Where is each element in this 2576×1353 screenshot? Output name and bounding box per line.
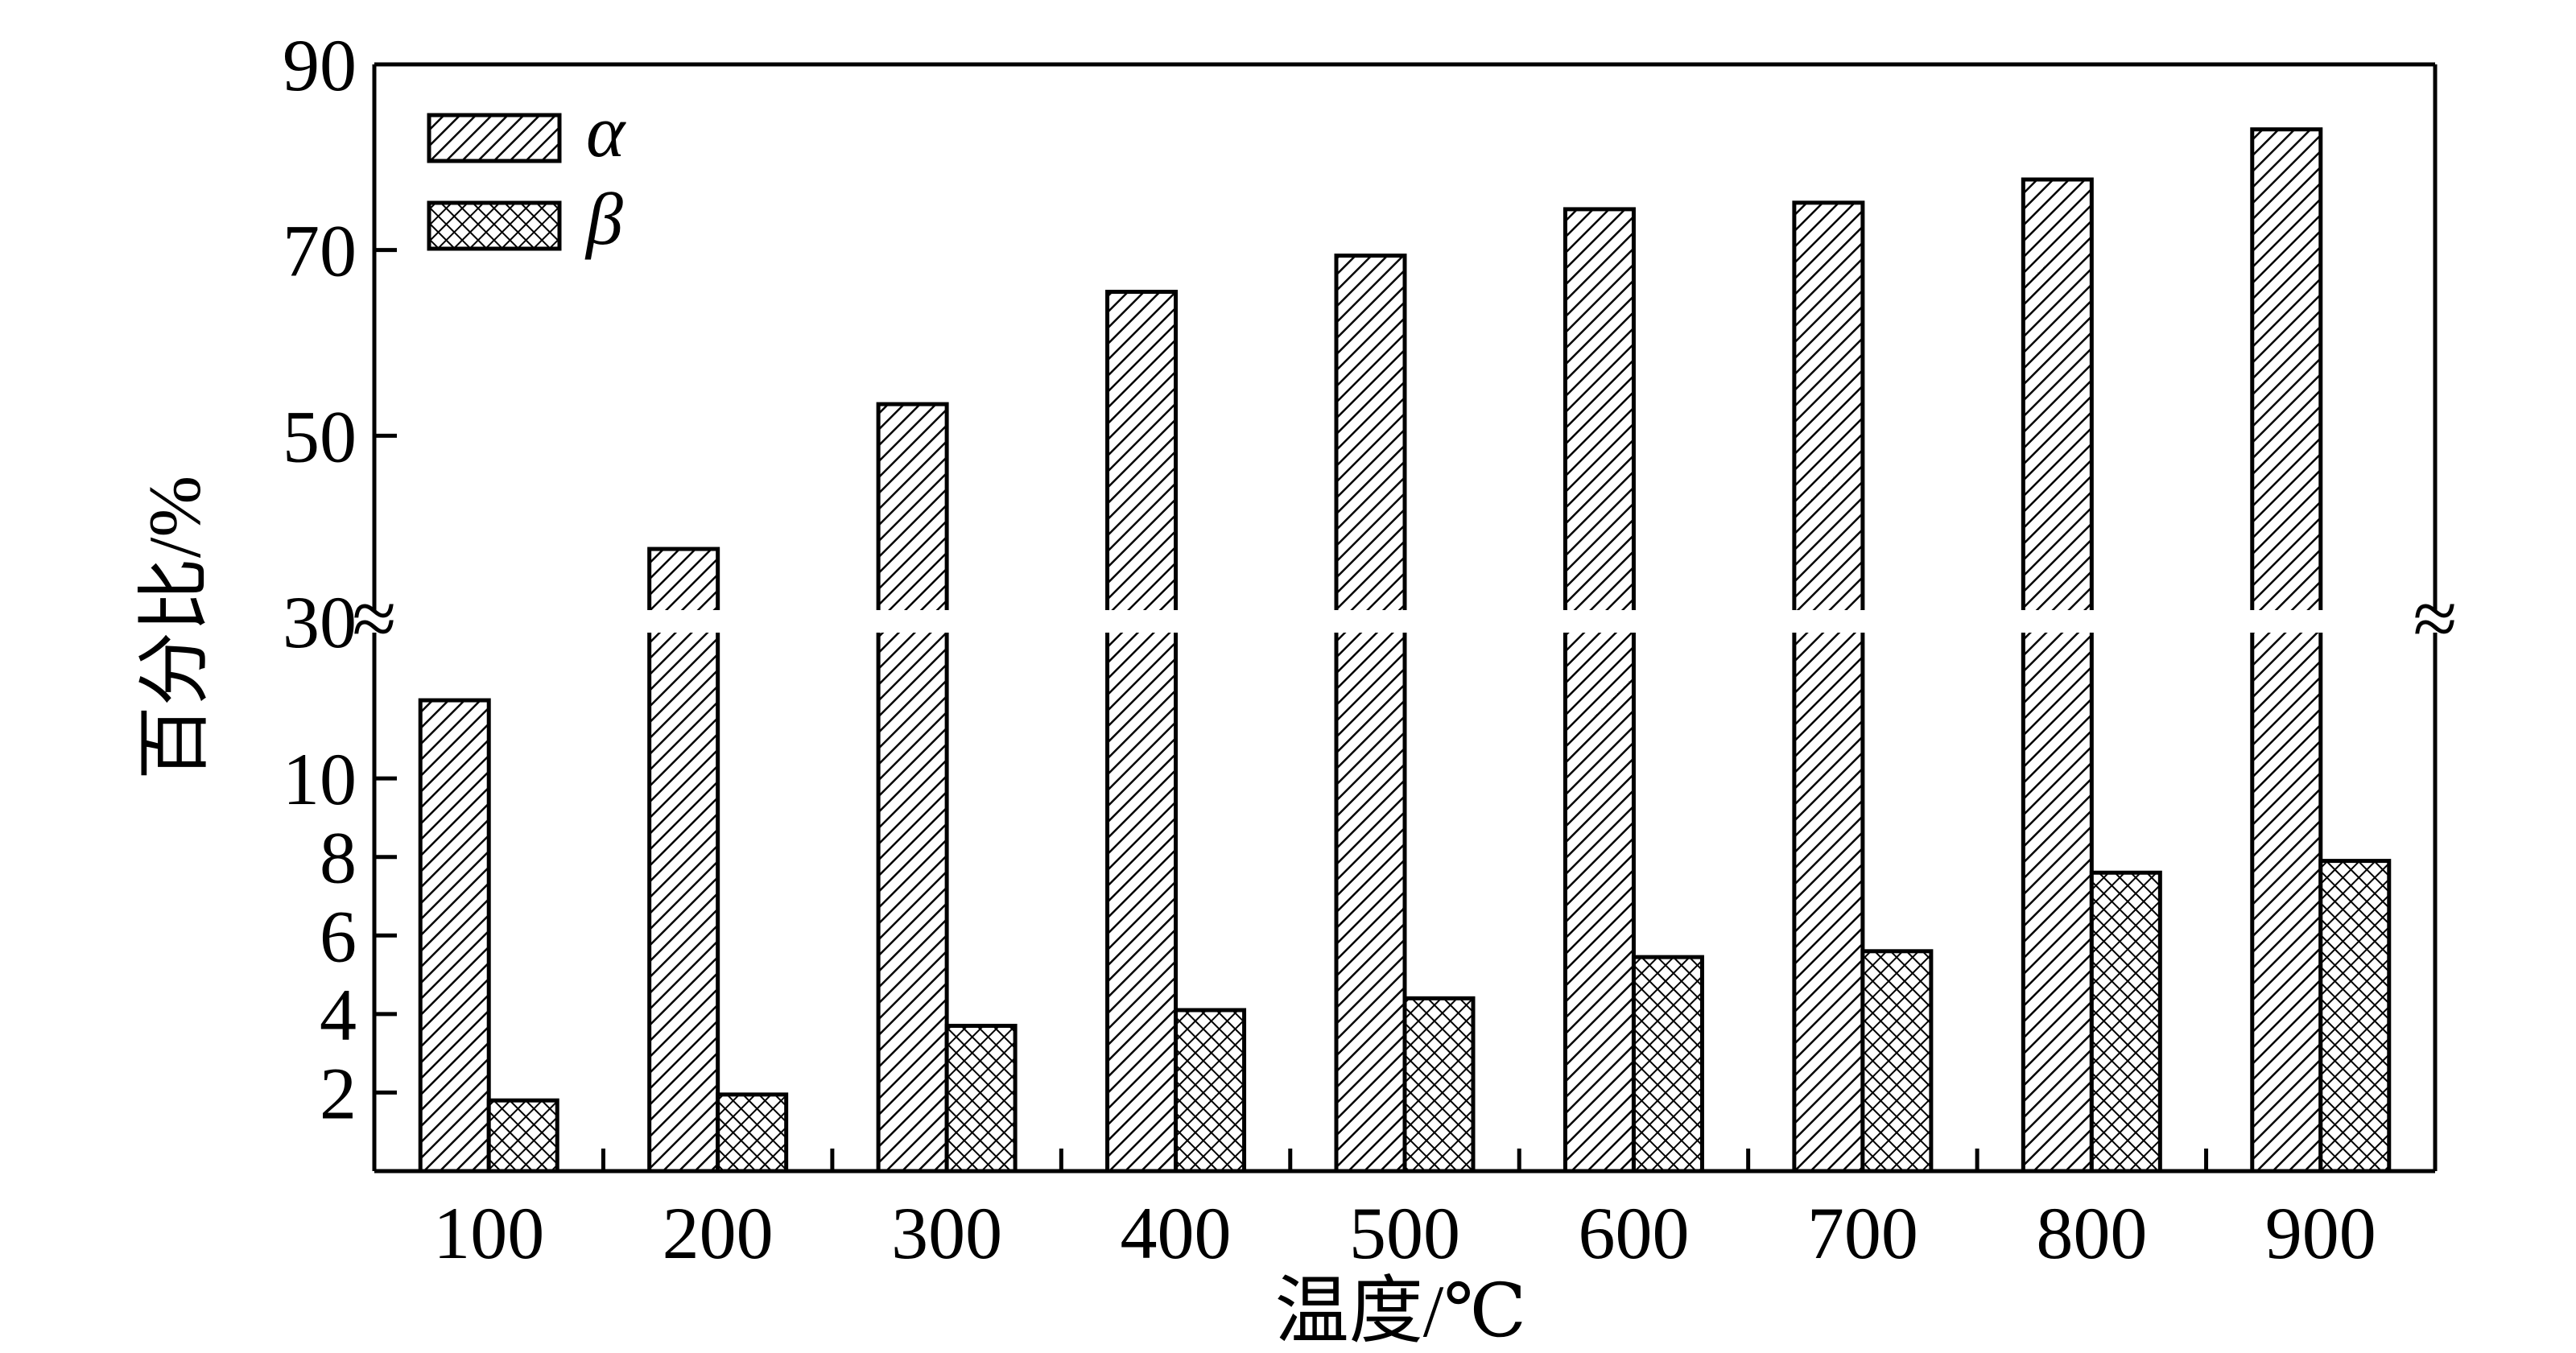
bar-beta-600 <box>1631 955 1704 1174</box>
bar-break-gap <box>1790 610 1866 633</box>
x-tick-label: 200 <box>663 1192 774 1274</box>
bar-alpha-700 <box>1792 200 1865 1174</box>
bar-break-gap <box>2020 610 2095 633</box>
y-axis-title: 百分比/% <box>134 476 216 780</box>
legend-label-alpha: α <box>586 90 626 172</box>
y-tick-label-upper: 90 <box>283 24 357 106</box>
bar-alpha-400 <box>1105 290 1179 1174</box>
bars-group <box>417 127 2392 1174</box>
axes-group: ≈ ≈ <box>353 62 2458 1174</box>
bar-break-gap <box>646 610 721 633</box>
bar-break-gap <box>417 610 493 633</box>
bar-alpha-300 <box>876 402 949 1174</box>
y-tick-label-lower: 8 <box>320 817 357 899</box>
x-tick-label: 300 <box>891 1192 1002 1274</box>
bar-beta-500 <box>1402 996 1476 1174</box>
y-tick-label-lower: 10 <box>283 738 357 820</box>
bar-beta-800 <box>2089 870 2162 1174</box>
bar-break-gap <box>1104 610 1179 633</box>
bar-beta-400 <box>1174 1008 1247 1174</box>
bar-alpha-800 <box>2021 177 2094 1174</box>
bar-alpha-500 <box>1334 254 1407 1174</box>
legend-label-beta: β <box>584 178 623 260</box>
y-tick-label-lower: 4 <box>320 974 357 1056</box>
bar-alpha-900 <box>2250 127 2323 1174</box>
y-tick-label-lower: 2 <box>320 1052 357 1134</box>
y-axis-break-right: ≈ <box>2413 574 2458 663</box>
y-tick-label-upper: 70 <box>283 210 357 292</box>
bar-alpha-600 <box>1563 207 1636 1174</box>
x-tick-label: 100 <box>433 1192 544 1274</box>
bar-beta-700 <box>1860 949 1934 1174</box>
x-tick-label: 400 <box>1121 1192 1232 1274</box>
y-tick-label-upper: 50 <box>283 395 357 477</box>
bar-alpha-200 <box>647 547 720 1174</box>
x-ticks-group: 100 200 300 400 500 600 700 800 900 <box>433 1149 2376 1274</box>
y-tick-label-upper: 30 <box>283 581 357 663</box>
legend-swatch-beta <box>427 200 562 251</box>
y-axis-break-left: ≈ <box>353 574 397 663</box>
x-tick-label: 500 <box>1349 1192 1460 1274</box>
x-tick-label: 600 <box>1578 1192 1689 1274</box>
bar-beta-900 <box>2318 859 2392 1174</box>
y-tick-label-lower: 6 <box>320 895 357 977</box>
bar-alpha-100 <box>418 698 491 1174</box>
legend-swatch-alpha <box>427 113 562 163</box>
bar-break-gap <box>2248 610 2324 633</box>
bar-beta-200 <box>716 1092 789 1174</box>
bar-beta-100 <box>486 1098 559 1174</box>
x-axis-title: 温度/℃ <box>1275 1270 1526 1352</box>
bar-break-gap <box>1562 610 1637 633</box>
legend: α β <box>427 90 626 260</box>
bar-break-gap <box>875 610 951 633</box>
bar-break-gap <box>1333 610 1408 633</box>
x-tick-label: 800 <box>2036 1192 2147 1274</box>
bar-beta-300 <box>944 1023 1018 1174</box>
x-tick-label: 900 <box>2265 1192 2376 1274</box>
x-tick-label: 700 <box>1807 1192 1918 1274</box>
